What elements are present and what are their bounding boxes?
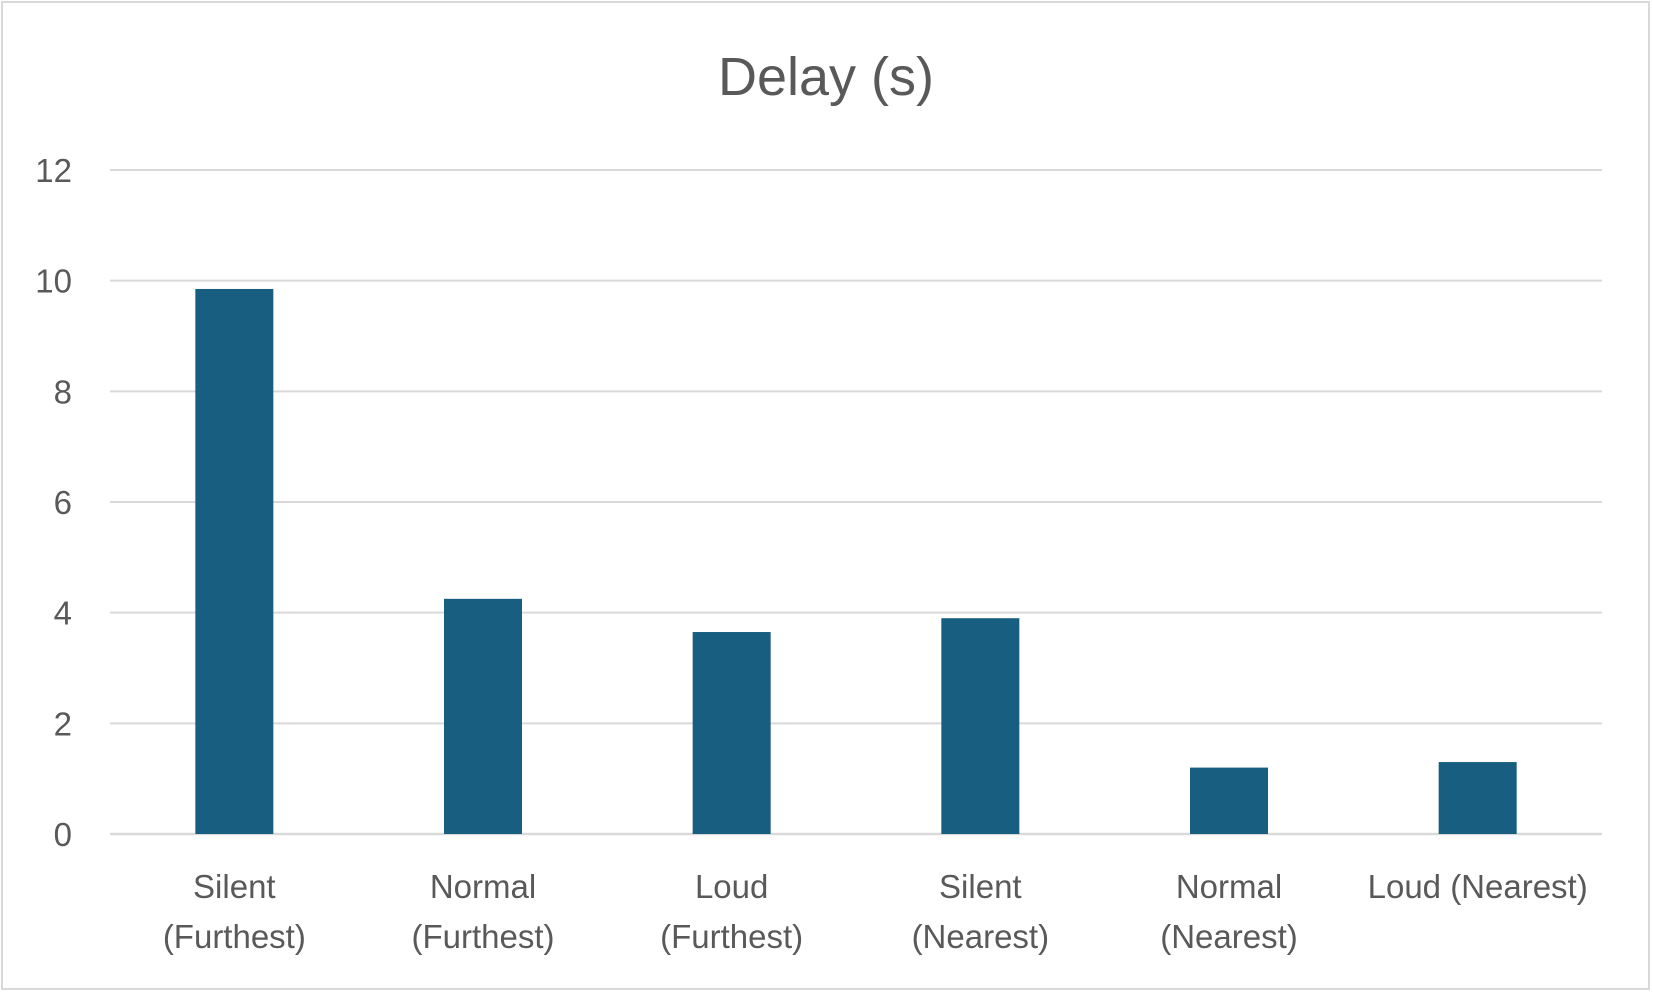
x-category-label: Silent (Furthest): [163, 868, 306, 955]
y-tick-label: 4: [54, 595, 72, 632]
bar: [1190, 767, 1268, 834]
x-category-label-line: Loud (Nearest): [1368, 868, 1588, 905]
bar: [1438, 762, 1517, 834]
x-category-label: Silent (Nearest): [912, 868, 1050, 955]
x-category-label: Loud (Furthest): [660, 868, 803, 955]
x-category-label-line: (Furthest): [660, 918, 803, 955]
x-category-label: Normal (Furthest): [411, 868, 554, 955]
x-category-label-line: (Nearest): [1160, 918, 1298, 955]
bar: [444, 598, 522, 834]
y-tick-label: 0: [54, 816, 72, 853]
x-category-label-line: Silent: [193, 868, 276, 905]
x-category-label-line: Loud: [695, 868, 768, 905]
chart-title: Delay (s): [718, 47, 934, 107]
x-category-label-line: Normal: [430, 868, 536, 905]
x-category-label-line: Silent: [939, 868, 1022, 905]
bar: [692, 632, 771, 834]
y-tick-label: 2: [54, 705, 72, 742]
x-category-label-line: (Furthest): [163, 918, 306, 955]
y-tick-label: 8: [54, 373, 72, 410]
x-category-label-line: (Furthest): [411, 918, 554, 955]
y-tick-label: 6: [54, 484, 72, 521]
x-category-label: Normal (Nearest): [1160, 868, 1298, 955]
bar: [941, 618, 1020, 834]
x-category-label: Loud (Nearest): [1368, 868, 1588, 905]
x-axis-categories: Silent (Furthest) Normal (Furthest) Loud (Fur…: [163, 868, 1588, 955]
bar: [195, 288, 274, 834]
x-category-label-line: Normal: [1176, 868, 1282, 905]
gridlines: [110, 169, 1602, 836]
x-category-label-line: (Nearest): [912, 918, 1050, 955]
y-tick-label: 10: [35, 263, 72, 300]
y-tick-label: 12: [35, 152, 72, 189]
bars: [195, 288, 1517, 834]
y-axis-ticks: 0 2 4 6 8 10 12: [35, 152, 72, 853]
